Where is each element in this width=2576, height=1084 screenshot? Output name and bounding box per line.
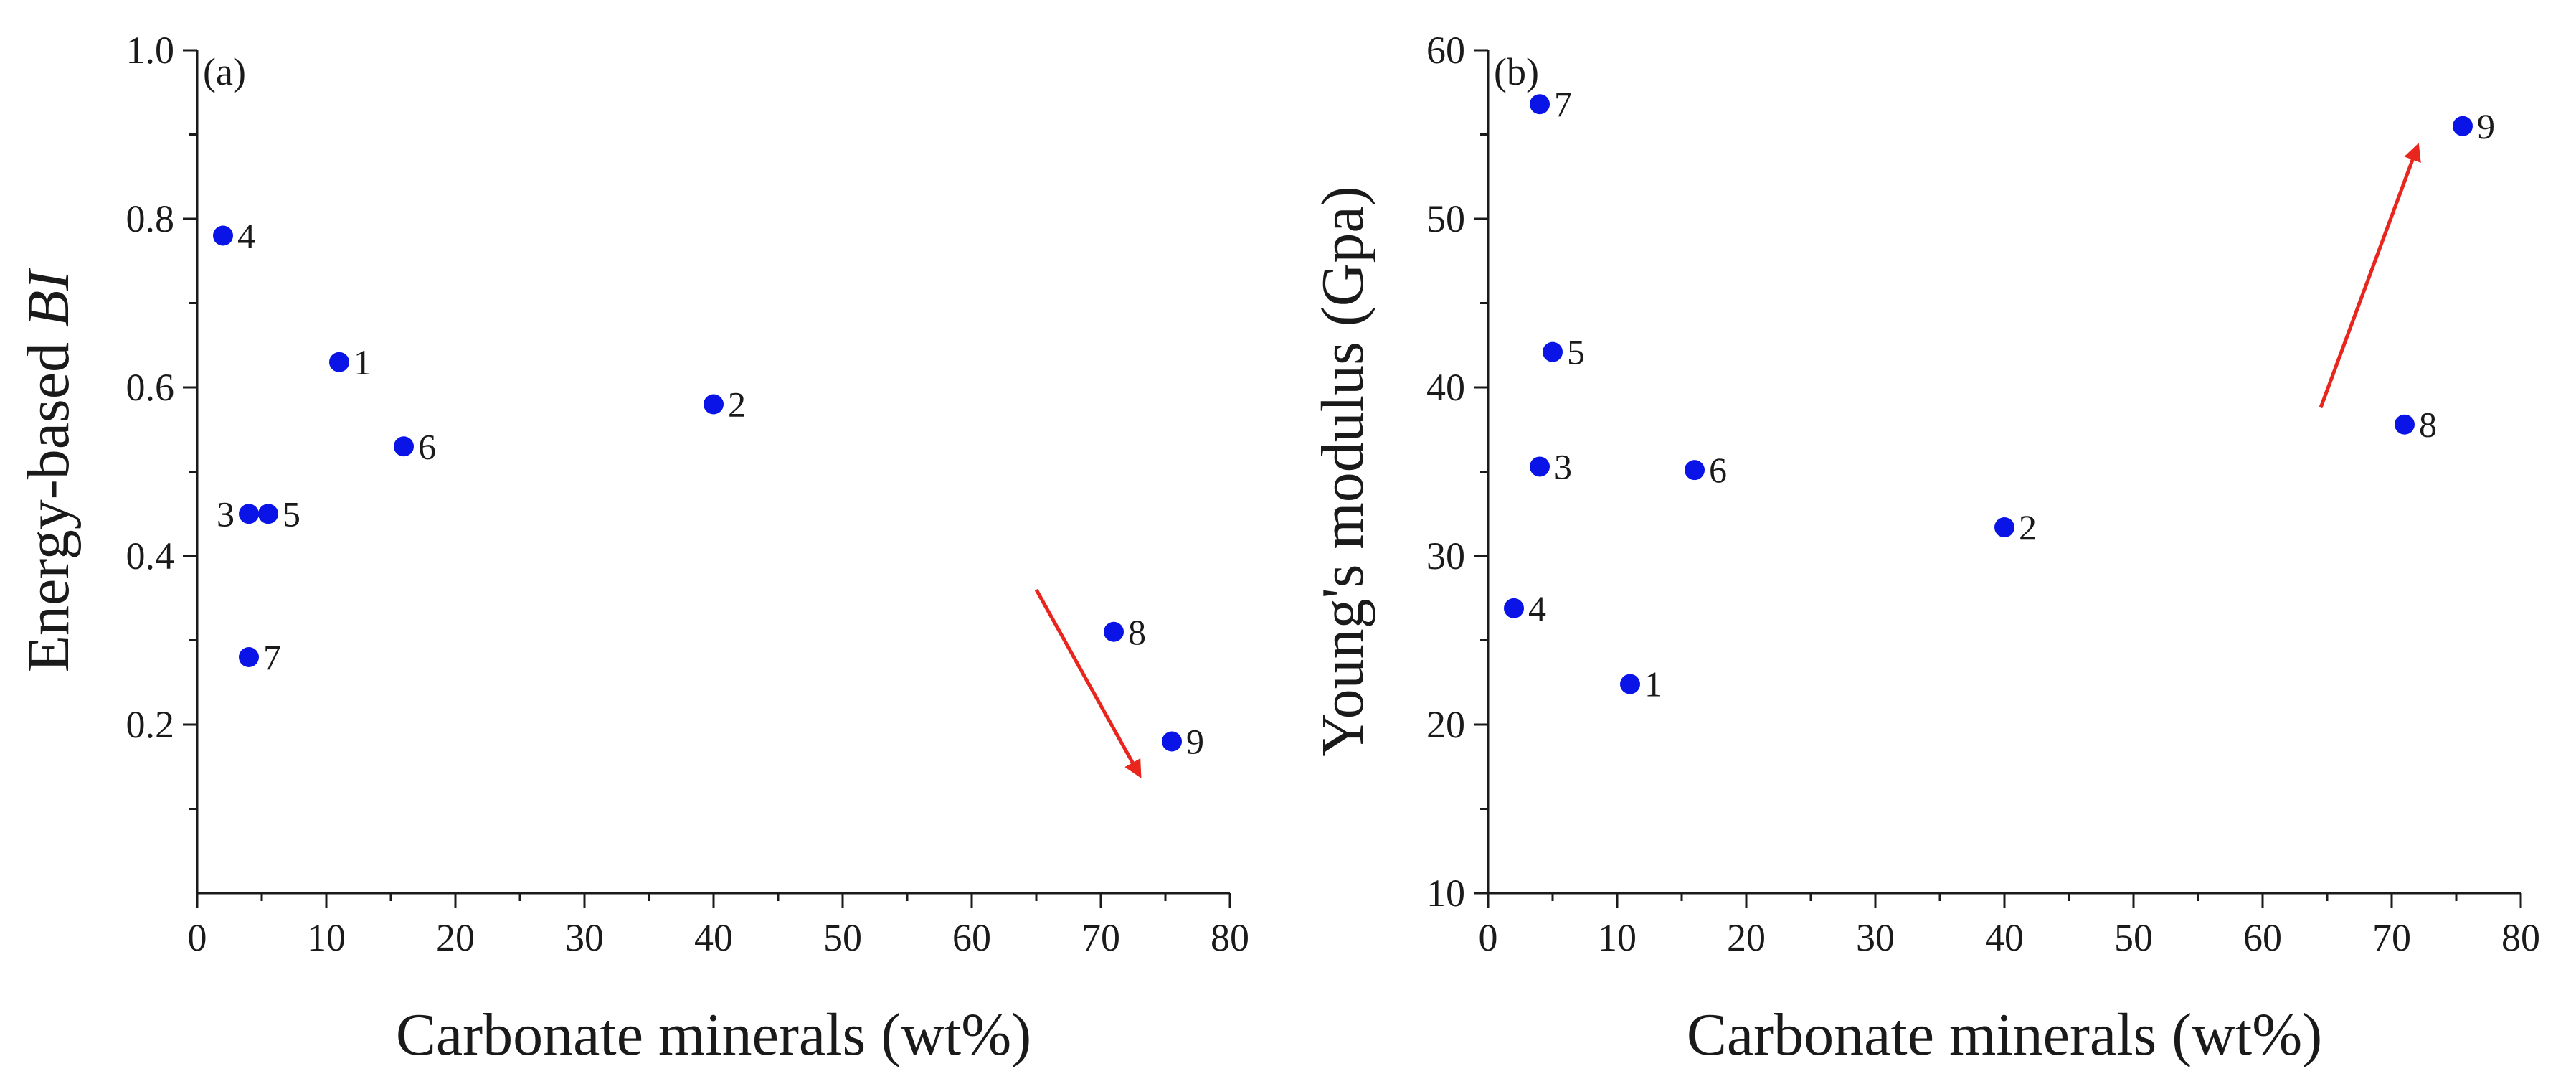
data-point (239, 504, 259, 524)
panel-b: 0 10 20 30 40 50 60 70 80 10 20 30 40 50 60 (b) Carbonat… (1310, 29, 2540, 1068)
data-point (1543, 341, 1563, 362)
trend-arrow (2319, 143, 2421, 409)
data-point (1530, 94, 1550, 115)
y-axis-title: Young's modulus (Gpa) (1310, 186, 1376, 756)
x-tick-label: 60 (952, 916, 991, 959)
data-point (1994, 517, 2014, 538)
data-point (2395, 414, 2415, 435)
y-tick-label: 0.6 (126, 366, 175, 409)
panel-label: (b) (1494, 50, 1539, 93)
point-label: 1 (354, 342, 371, 382)
y-axis-title-part: BI (15, 268, 82, 327)
data-point (213, 225, 233, 246)
data-point (1104, 621, 1124, 642)
x-tick-label: 20 (436, 916, 475, 959)
data-point (1504, 598, 1524, 618)
point-label: 1 (1644, 664, 1662, 704)
y-tick-label: 40 (1426, 366, 1465, 409)
x-axis-title: Carbonate minerals (wt%) (396, 1001, 1031, 1068)
data-point (1685, 460, 1705, 481)
x-tick-label: 70 (2372, 916, 2411, 959)
x-tick-label: 80 (1211, 916, 1249, 959)
y-tick-label: 30 (1426, 534, 1465, 578)
point-label: 2 (728, 385, 746, 425)
x-tick-label: 20 (1727, 916, 1766, 959)
x-tick-label: 50 (2114, 916, 2153, 959)
data-point (394, 436, 414, 457)
y-axis-title-part: Young's modulus (Gpa) (1310, 186, 1376, 756)
point-label: 8 (1128, 612, 1146, 652)
x-tick-label: 10 (307, 916, 346, 959)
x-tick-label: 80 (2501, 916, 2540, 959)
point-label: 9 (1186, 722, 1204, 762)
data-point (329, 352, 349, 372)
point-label: 6 (1709, 450, 1727, 490)
y-axis-title: Energy-based BI (15, 268, 82, 673)
x-axis-title: Carbonate minerals (wt%) (1687, 1001, 2322, 1068)
x-tick-label: 30 (1856, 916, 1895, 959)
point-label: 4 (1528, 588, 1546, 628)
point-label: 3 (1554, 446, 1572, 486)
x-tick-label: 60 (2243, 916, 2282, 959)
x-tick-label: 40 (694, 916, 733, 959)
data-point (239, 647, 259, 667)
data-point (1530, 456, 1550, 477)
point-label: 3 (217, 494, 235, 534)
x-tick-label: 70 (1081, 916, 1120, 959)
data-point (2453, 116, 2473, 136)
y-tick-label: 0.2 (126, 703, 175, 746)
point-label: 7 (263, 637, 281, 677)
trend-arrow (1034, 588, 1142, 778)
x-tick-label: 50 (823, 916, 862, 959)
x-tick-label: 40 (1985, 916, 2024, 959)
x-tick-label: 10 (1598, 916, 1637, 959)
y-tick-label: 0.4 (126, 534, 175, 578)
y-tick-label: 10 (1426, 872, 1465, 915)
y-tick-label: 20 (1426, 703, 1465, 746)
point-label: 9 (2477, 106, 2495, 146)
data-point (1620, 674, 1640, 694)
y-tick-label: 60 (1426, 29, 1465, 72)
y-tick-label: 1.0 (126, 29, 175, 72)
point-label: 2 (2019, 507, 2037, 547)
point-label: 7 (1554, 84, 1572, 124)
panel-a: 0 10 20 30 40 50 60 70 80 0.2 0.4 0.6 0.8 1.0 (a) Carbo… (15, 29, 1249, 1068)
point-label: 4 (237, 216, 255, 256)
y-axis-title-part: Energy-based (15, 327, 82, 672)
point-label: 8 (2419, 405, 2437, 445)
x-tick-label: 30 (565, 916, 604, 959)
panel-label: (a) (203, 50, 246, 93)
data-point (1162, 731, 1182, 752)
data-point (258, 504, 278, 524)
y-tick-label: 50 (1426, 197, 1465, 240)
x-tick-label: 0 (188, 916, 207, 959)
point-label: 5 (283, 494, 300, 534)
x-tick-label: 0 (1479, 916, 1498, 959)
point-label: 5 (1567, 332, 1585, 372)
y-tick-label: 0.8 (126, 197, 175, 240)
point-label: 6 (418, 426, 436, 466)
data-point (704, 394, 724, 415)
